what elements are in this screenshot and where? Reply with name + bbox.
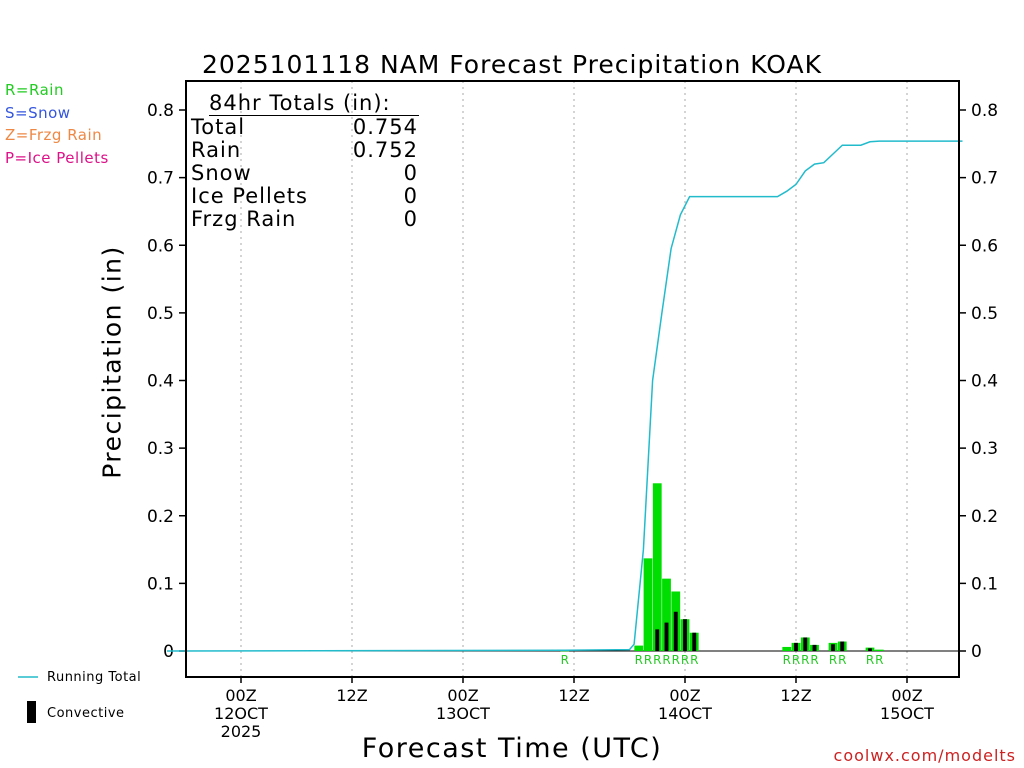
precip-type-label: R [810, 653, 818, 667]
precip-type-label: R [644, 653, 652, 667]
x-tick-label: 15OCT [880, 704, 934, 723]
totals-row-rain: Rain 0.752 [191, 138, 418, 162]
y-tick-label-left: 0.5 [147, 304, 174, 324]
precip-type-label: R [866, 653, 874, 667]
precip-type-label: R [801, 653, 809, 667]
rain-bar [652, 483, 662, 651]
precip-type-label: R [829, 653, 837, 667]
precip-type-label: R [662, 653, 670, 667]
running-total-line [166, 140, 963, 652]
x-tick-label: 14OCT [658, 704, 712, 723]
precip-type-label: R [792, 653, 800, 667]
x-tick-label: 12Z [780, 686, 811, 705]
rain-bar [634, 645, 644, 651]
x-tick-label: 00Z [447, 686, 478, 705]
precip-type-label: R [783, 653, 791, 667]
rain-bar [643, 558, 653, 651]
convective-bar [794, 642, 798, 651]
precip-type-label: R [672, 653, 680, 667]
y-tick-label-right: 0.1 [971, 574, 998, 594]
y-tick-label-right: 0.3 [971, 439, 998, 459]
y-tick-label-right: 0 [971, 642, 982, 662]
y-tick-label-left: 0.6 [147, 236, 174, 256]
convective-swatch [27, 701, 36, 723]
rain-bar [874, 649, 884, 651]
precip-type-label: R [875, 653, 883, 667]
totals-header: 84hr Totals (in): [209, 92, 419, 116]
y-tick-label-left: 0.7 [147, 169, 174, 189]
convective-bar [664, 622, 669, 651]
y-tick-label-left: 0.4 [147, 372, 174, 392]
y-axis-label: Precipitation (in) [97, 245, 127, 479]
convective-bar [692, 632, 697, 651]
x-tick-label: 00Z [669, 686, 700, 705]
y-tick-label-left: 0 [163, 642, 174, 662]
precip-type-label: R [653, 653, 661, 667]
precip-type-label: R [690, 653, 698, 667]
legend-rain: R=Rain [5, 81, 64, 99]
convective-bar [868, 648, 872, 651]
totals-row-frzg-rain: Frzg Rain 0 [191, 207, 418, 231]
legend-ice-pellets: P=Ice Pellets [5, 149, 109, 167]
totals-box: 84hr Totals (in): Total 0.754 Rain 0.752 S… [191, 92, 423, 231]
x-tick-label: 00Z [891, 686, 922, 705]
precip-type-label: R [681, 653, 689, 667]
y-tick-label-right: 0.5 [971, 304, 998, 324]
x-tick-label: 13OCT [436, 704, 490, 723]
totals-row-snow: Snow 0 [191, 161, 418, 185]
convective-bar [673, 611, 678, 651]
y-tick-label-left: 0.8 [147, 101, 174, 121]
convective-bar [831, 644, 835, 651]
totals-row-ice-pellets: Ice Pellets 0 [191, 184, 418, 208]
y-tick-label-left: 0.3 [147, 439, 174, 459]
y-tick-label-right: 0.6 [971, 236, 998, 256]
rain-bar [662, 578, 671, 651]
precip-type-label: R [635, 653, 643, 667]
y-tick-label-right: 0.7 [971, 169, 998, 189]
totals-row-total: Total 0.754 [191, 115, 418, 139]
x-tick-label: 00Z [225, 686, 256, 705]
chart-title: 2025101118 NAM Forecast Precipitation KO… [201, 50, 823, 79]
convective-bar [683, 619, 687, 651]
x-tick-label: 12Z [558, 686, 589, 705]
x-tick-label: 2025 [221, 722, 262, 741]
x-axis-label: Forecast Time (UTC) [361, 733, 663, 764]
y-tick-label-right: 0.2 [971, 507, 998, 527]
legend-frzg-rain: Z=Frzg Rain [5, 126, 103, 144]
convective-bar [840, 641, 845, 651]
x-tick-label: 12OCT [214, 704, 268, 723]
precip-type-label: R [561, 653, 569, 667]
y-tick-label-left: 0.1 [147, 574, 174, 594]
legend-convective: Convective [47, 706, 125, 721]
rain-bar [782, 646, 792, 651]
y-tick-label-right: 0.8 [971, 101, 998, 121]
legend-running-total: Running Total [47, 670, 142, 685]
x-tick-label: 12Z [336, 686, 367, 705]
watermark: coolwx.com/modelts [833, 746, 1016, 765]
convective-bar [812, 644, 817, 651]
y-tick-label-left: 0.2 [147, 507, 174, 527]
convective-bar [803, 637, 808, 651]
precip-type-label: R [838, 653, 846, 667]
y-tick-label-right: 0.4 [971, 372, 998, 392]
convective-bar [655, 629, 660, 651]
plot-frame [185, 80, 960, 678]
legend-snow: S=Snow [5, 104, 71, 122]
